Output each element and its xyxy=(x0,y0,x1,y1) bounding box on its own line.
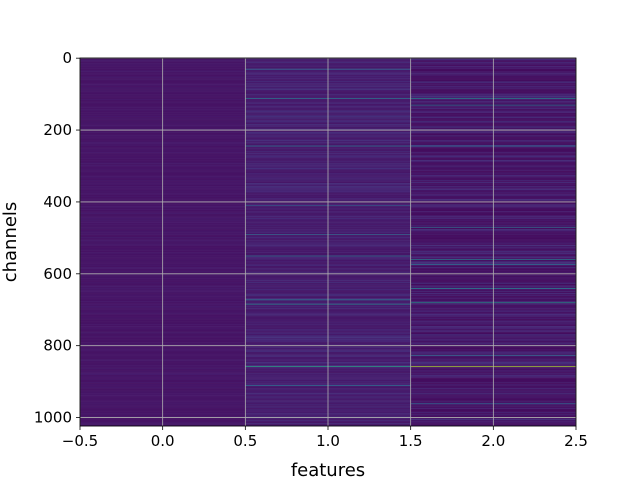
x-tick-label: 0.5 xyxy=(233,432,257,450)
x-tick-label: 1.5 xyxy=(399,432,423,450)
y-tick-label: 0 xyxy=(62,49,72,67)
y-axis-label: channels xyxy=(0,202,21,283)
y-tick-label: 400 xyxy=(43,193,72,211)
y-tick-label: 600 xyxy=(43,265,72,283)
x-tick-label: 2.5 xyxy=(564,432,588,450)
x-tick-label: −0.5 xyxy=(62,432,98,450)
x-axis-ticks: −0.5 0.0 0.5 1.0 1.5 2.0 2.5 xyxy=(62,426,588,450)
y-axis-ticks: 0 200 400 600 800 1000 xyxy=(34,49,80,427)
x-axis-label: features xyxy=(291,460,365,480)
x-tick-label: 0.0 xyxy=(151,432,175,450)
x-tick-label: 2.0 xyxy=(481,432,505,450)
y-tick-label: 200 xyxy=(43,121,72,139)
x-tick-label: 1.0 xyxy=(316,432,340,450)
y-tick-label: 800 xyxy=(43,337,72,355)
y-tick-label: 1000 xyxy=(34,409,72,427)
